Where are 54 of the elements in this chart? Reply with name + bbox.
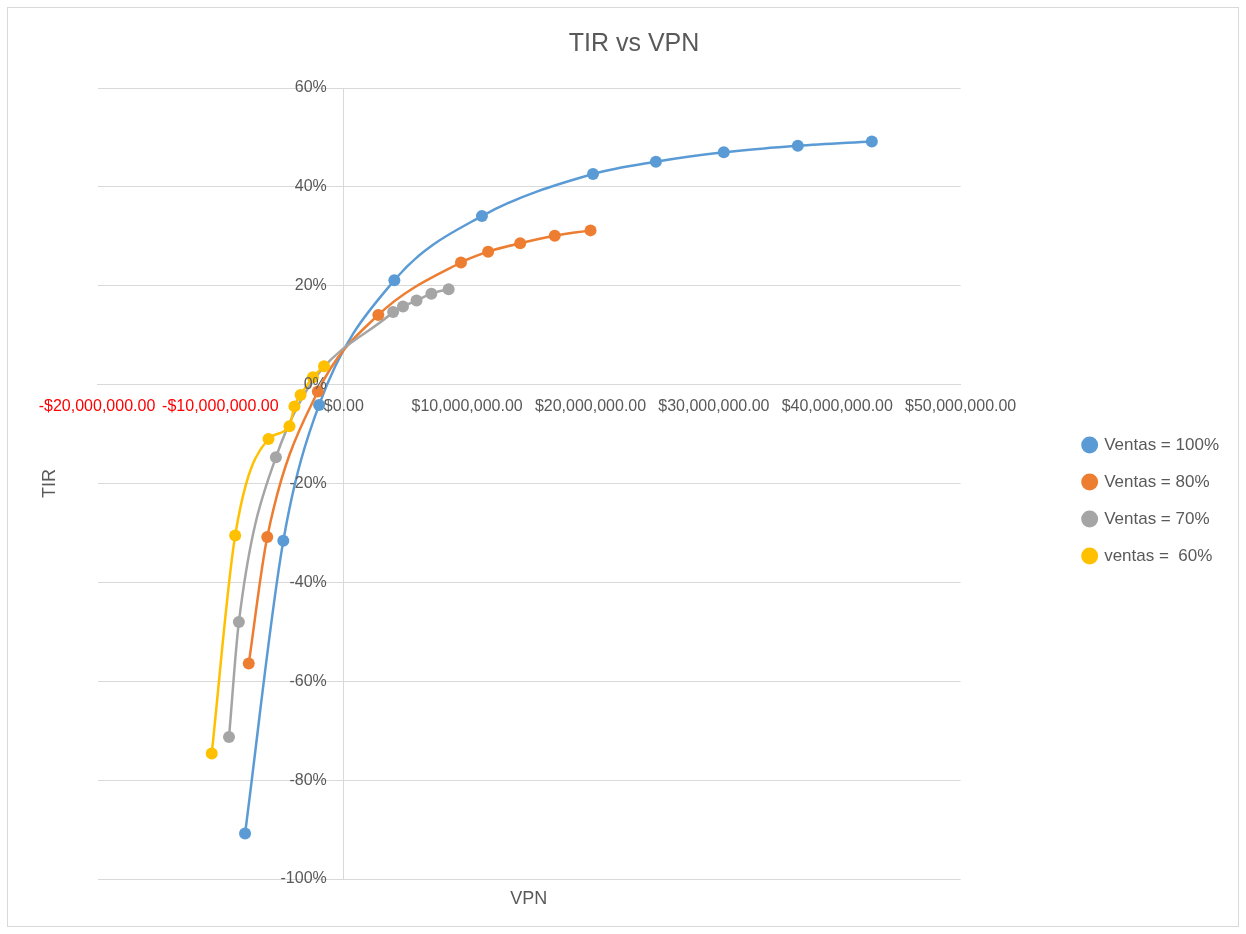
- y-tick-label: -80%: [289, 770, 327, 788]
- y-tick-label: 40%: [294, 177, 327, 195]
- x-tick-label: $40,000,000.00: [781, 396, 893, 414]
- point: [223, 731, 236, 744]
- point: [475, 210, 488, 223]
- point: [548, 229, 561, 242]
- point: [261, 530, 274, 543]
- point: [294, 389, 307, 402]
- point: [387, 305, 400, 318]
- point: [586, 168, 599, 181]
- point: [388, 274, 401, 287]
- point: [283, 420, 296, 433]
- legend-label: Ventas = 100%: [1104, 434, 1219, 454]
- y-tick-label: -100%: [280, 869, 327, 887]
- point: [269, 451, 282, 464]
- y-tick-label: -40%: [289, 572, 327, 590]
- point: [372, 308, 385, 321]
- x-tick-label: -$20,000,000.00: [38, 396, 156, 414]
- point: [717, 146, 730, 159]
- legend-label: ventas = 60%: [1104, 545, 1213, 565]
- point: [410, 294, 423, 307]
- legend-label: Ventas = 80%: [1104, 471, 1210, 491]
- point: [239, 827, 252, 840]
- point: [262, 433, 275, 446]
- point: [205, 747, 218, 760]
- point: [482, 245, 495, 258]
- point: [442, 283, 455, 296]
- point: [277, 534, 290, 547]
- x-tick-label: $20,000,000.00: [534, 396, 647, 414]
- x-tick-label: $10,000,000.00: [411, 396, 523, 414]
- point: [649, 155, 662, 168]
- y-tick-label: -60%: [289, 671, 327, 689]
- chart-title: TIR vs VPN: [568, 27, 700, 56]
- x-axis-title: VPN: [510, 887, 548, 908]
- point: [229, 529, 242, 542]
- point: [288, 400, 301, 413]
- point: [425, 287, 438, 300]
- point: [865, 135, 878, 148]
- y-tick-label: 60%: [294, 78, 327, 96]
- point: [242, 657, 255, 670]
- x-tick-label: -$10,000,000.00: [162, 396, 279, 414]
- x-tick-label: $50,000,000.00: [905, 396, 1017, 414]
- point: [454, 256, 467, 269]
- x-tick-label: $30,000,000.00: [658, 396, 770, 414]
- point: [318, 360, 331, 373]
- point: [791, 139, 804, 152]
- y-axis-title: TIR: [38, 469, 59, 498]
- point: [514, 237, 527, 250]
- point: [584, 224, 597, 237]
- x-tick-label: $0.00: [323, 396, 364, 414]
- legend-label: Ventas = 70%: [1104, 508, 1210, 528]
- point: [396, 300, 409, 313]
- point: [232, 615, 245, 628]
- y-tick-label: 20%: [294, 276, 327, 294]
